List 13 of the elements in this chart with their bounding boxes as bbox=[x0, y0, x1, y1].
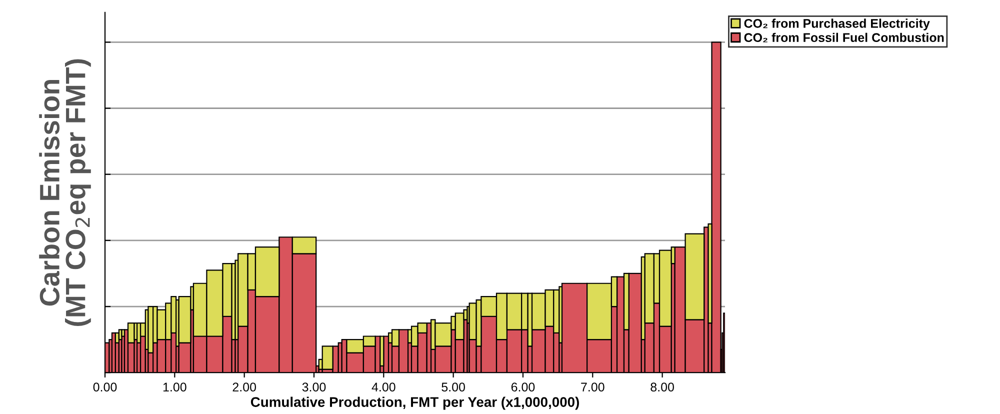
x-tick-label: 6.00 bbox=[511, 382, 535, 392]
legend-label: CO₂ from Purchased Electricity bbox=[744, 18, 930, 30]
x-tick-label: 0.00 bbox=[93, 382, 117, 392]
x-tick-label: 8.00 bbox=[650, 382, 674, 392]
x-tick-label: 4.00 bbox=[372, 382, 396, 392]
x-axis-title: Cumulative Production, FMT per Year (x1,000,000) bbox=[250, 396, 579, 410]
x-tick-label: 3.00 bbox=[302, 382, 326, 392]
legend-label: CO₂ from Fossil Fuel Combustion bbox=[744, 32, 944, 42]
x-tick-label: 1.00 bbox=[163, 382, 186, 392]
y-axis-title: Carbon Emission (MT CO$_{2}$eq per FMT) bbox=[39, 59, 91, 326]
x-tick-label: 2.00 bbox=[232, 382, 256, 392]
x-tick-label: 5.00 bbox=[442, 382, 465, 392]
x-tick-label: 7.00 bbox=[581, 382, 604, 392]
